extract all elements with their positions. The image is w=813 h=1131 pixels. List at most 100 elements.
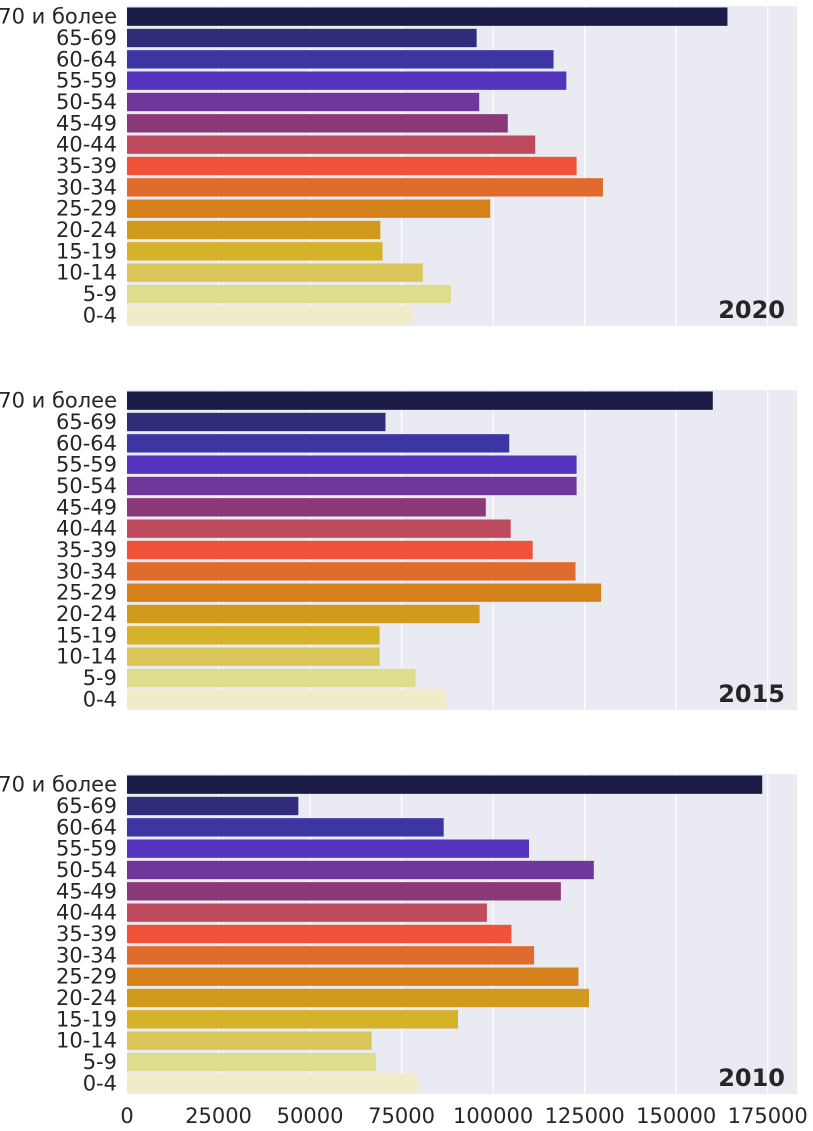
bar-20-24 (127, 220, 381, 240)
bar-60-64 (127, 50, 554, 69)
category-label: 40-44 (56, 517, 117, 541)
category-label: 50-54 (56, 90, 117, 114)
category-label: 20-24 (56, 602, 117, 626)
chart-panel-2015: 70 и более65-6960-6455-5950-5445-4940-44… (0, 389, 797, 711)
bar-5-9 (127, 1052, 376, 1072)
category-label: 35-39 (56, 538, 117, 562)
bar-30-34 (127, 562, 576, 581)
bar-10-14 (127, 1031, 372, 1050)
year-label: 2010 (718, 1064, 785, 1092)
x-tick-label: 25000 (185, 1104, 252, 1128)
bar-45-49 (127, 882, 561, 901)
category-label: 70 и более (0, 389, 117, 413)
category-label: 0-4 (83, 687, 117, 711)
category-label: 65-69 (56, 794, 117, 818)
bar-15-19 (127, 1010, 458, 1029)
x-tick-label: 175000 (728, 1104, 808, 1128)
bar-5-9 (127, 668, 416, 688)
category-label: 45-49 (56, 111, 117, 135)
category-label: 45-49 (56, 495, 117, 519)
category-label: 15-19 (56, 1007, 117, 1031)
category-label: 50-54 (56, 858, 117, 882)
chart-panel-2020: 70 и более65-6960-6455-5950-5445-4940-44… (0, 5, 797, 327)
category-label: 20-24 (56, 218, 117, 242)
category-label: 70 и более (0, 5, 117, 29)
bar-20-24 (127, 988, 590, 1008)
category-label: 5-9 (83, 1050, 117, 1074)
bar-70 и более (127, 391, 713, 410)
bar-5-9 (127, 284, 452, 304)
category-label: 10-14 (56, 645, 117, 669)
bar-45-49 (127, 114, 508, 133)
chart-panel-2010: 70 и более65-6960-6455-5950-5445-4940-44… (0, 773, 797, 1095)
bar-0-4 (127, 1074, 419, 1093)
category-label: 35-39 (56, 922, 117, 946)
bar-65-69 (127, 796, 299, 816)
category-label: 0-4 (83, 303, 117, 327)
bar-30-34 (127, 178, 603, 197)
category-label: 60-64 (56, 47, 117, 71)
bar-60-64 (127, 434, 510, 453)
year-label: 2020 (718, 296, 785, 324)
bar-10-14 (127, 263, 423, 282)
bar-55-59 (127, 455, 577, 474)
category-label: 55-59 (56, 69, 117, 93)
bar-10-14 (127, 647, 380, 666)
category-label: 65-69 (56, 26, 117, 50)
bar-15-19 (127, 626, 380, 645)
category-label: 35-39 (56, 154, 117, 178)
category-label: 30-34 (56, 175, 117, 199)
bar-25-29 (127, 199, 491, 218)
category-label: 70 и более (0, 773, 117, 797)
category-label: 65-69 (56, 410, 117, 434)
category-label: 10-14 (56, 1029, 117, 1053)
bar-70 и более (127, 775, 763, 794)
category-label: 40-44 (56, 901, 117, 925)
bar-40-44 (127, 135, 536, 154)
category-label: 0-4 (83, 1071, 117, 1095)
category-label: 55-59 (56, 453, 117, 477)
category-label: 25-29 (56, 581, 117, 605)
bar-35-39 (127, 540, 533, 560)
bar-35-39 (127, 924, 512, 944)
category-label: 10-14 (56, 261, 117, 285)
category-label: 50-54 (56, 474, 117, 498)
category-label: 60-64 (56, 815, 117, 839)
x-tick-label: 125000 (545, 1104, 625, 1128)
bar-25-29 (127, 583, 602, 602)
bar-65-69 (127, 28, 477, 48)
bar-30-34 (127, 946, 535, 965)
category-label: 30-34 (56, 559, 117, 583)
category-label: 25-29 (56, 197, 117, 221)
x-tick-label: 50000 (277, 1104, 344, 1128)
category-label: 40-44 (56, 133, 117, 157)
bar-25-29 (127, 967, 579, 986)
bar-50-54 (127, 476, 577, 496)
category-label: 55-59 (56, 837, 117, 861)
bar-70 и более (127, 7, 728, 26)
bar-35-39 (127, 156, 577, 176)
category-label: 5-9 (83, 282, 117, 306)
bar-55-59 (127, 71, 567, 90)
year-label: 2015 (718, 680, 785, 708)
bar-15-19 (127, 242, 383, 261)
category-label: 15-19 (56, 239, 117, 263)
bar-55-59 (127, 839, 529, 858)
bar-60-64 (127, 818, 444, 837)
bar-65-69 (127, 412, 386, 432)
bar-0-4 (127, 690, 446, 709)
bar-45-49 (127, 498, 486, 517)
category-label: 20-24 (56, 986, 117, 1010)
category-label: 45-49 (56, 879, 117, 903)
x-tick-label: 100000 (453, 1104, 533, 1128)
category-label: 5-9 (83, 666, 117, 690)
category-label: 30-34 (56, 943, 117, 967)
bar-50-54 (127, 860, 594, 880)
bar-50-54 (127, 92, 480, 112)
category-label: 15-19 (56, 623, 117, 647)
bar-20-24 (127, 604, 480, 624)
bar-40-44 (127, 903, 487, 922)
x-tick-label: 0 (120, 1104, 133, 1128)
category-label: 25-29 (56, 965, 117, 989)
category-label: 60-64 (56, 431, 117, 455)
